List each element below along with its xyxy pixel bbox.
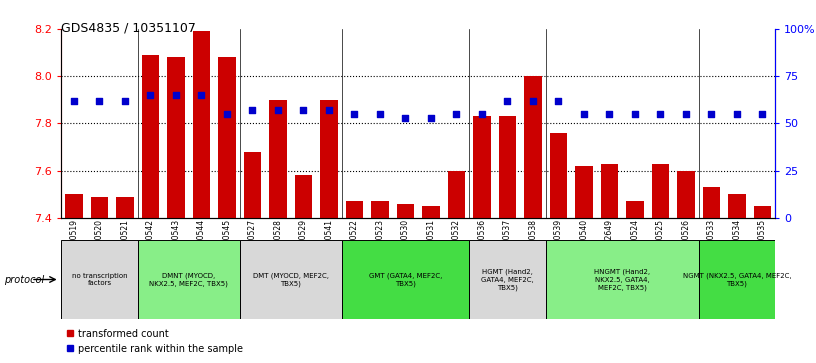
Text: no transcription
factors: no transcription factors (72, 273, 127, 286)
Text: GMT (GATA4, MEF2C,
TBX5): GMT (GATA4, MEF2C, TBX5) (369, 272, 442, 287)
Point (450, 111, 463, 117)
Point (526, 98, 539, 104)
Point (756, 111, 769, 117)
Text: NGMT (NKX2.5, GATA4, MEF2C,
TBX5): NGMT (NKX2.5, GATA4, MEF2C, TBX5) (683, 272, 792, 287)
Bar (243, 152, 261, 218)
Point (322, 107, 335, 113)
Bar (269, 100, 287, 218)
Bar (193, 32, 211, 218)
Point (297, 107, 310, 113)
Text: DMNT (MYOCD,
NKX2.5, MEF2C, TBX5): DMNT (MYOCD, NKX2.5, MEF2C, TBX5) (149, 272, 228, 287)
Bar (61, 240, 138, 319)
Text: GDS4835 / 10351107: GDS4835 / 10351107 (61, 22, 196, 35)
Bar (240, 240, 342, 319)
Point (552, 98, 565, 104)
Bar (397, 204, 415, 218)
Point (476, 111, 489, 117)
Bar (626, 201, 644, 218)
Bar (218, 57, 236, 218)
Point (424, 115, 437, 121)
Bar (138, 240, 240, 319)
Text: protocol: protocol (4, 274, 44, 285)
Bar (698, 240, 775, 319)
Bar (320, 100, 338, 218)
Bar (549, 133, 567, 218)
Point (68, 98, 81, 104)
Text: DMT (MYOCD, MEF2C,
TBX5): DMT (MYOCD, MEF2C, TBX5) (253, 272, 329, 287)
Bar (469, 240, 546, 319)
Bar (91, 197, 109, 218)
Point (118, 98, 131, 104)
Point (144, 92, 157, 98)
Point (603, 111, 616, 117)
Legend: transformed count, percentile rank within the sample: transformed count, percentile rank withi… (66, 329, 242, 354)
Bar (371, 201, 389, 218)
Point (220, 111, 233, 117)
Point (374, 111, 387, 117)
Bar (601, 164, 619, 218)
Bar (753, 206, 771, 218)
Bar (447, 171, 465, 218)
Point (170, 92, 183, 98)
Point (272, 107, 285, 113)
Point (501, 98, 514, 104)
Bar (473, 117, 491, 218)
Bar (499, 117, 517, 218)
Bar (524, 76, 542, 218)
Point (93, 98, 106, 104)
Bar (345, 201, 363, 218)
Bar (575, 166, 593, 218)
Bar (651, 164, 669, 218)
Point (730, 111, 743, 117)
Bar (703, 187, 721, 218)
Bar (728, 194, 746, 218)
Text: HNGMT (Hand2,
NKX2.5, GATA4,
MEF2C, TBX5): HNGMT (Hand2, NKX2.5, GATA4, MEF2C, TBX5… (594, 269, 650, 290)
Point (399, 115, 412, 121)
Point (246, 107, 259, 113)
Bar (167, 57, 185, 218)
Bar (677, 171, 695, 218)
Bar (116, 197, 134, 218)
Point (628, 111, 641, 117)
Point (195, 92, 208, 98)
Point (654, 111, 667, 117)
Bar (141, 55, 159, 218)
Bar (295, 175, 313, 218)
Bar (422, 206, 440, 218)
Point (680, 111, 693, 117)
Text: HGMT (Hand2,
GATA4, MEF2C,
TBX5): HGMT (Hand2, GATA4, MEF2C, TBX5) (481, 269, 534, 290)
Bar (546, 240, 698, 319)
Point (705, 111, 718, 117)
Bar (65, 194, 83, 218)
Bar (342, 240, 469, 319)
Point (578, 111, 591, 117)
Point (348, 111, 361, 117)
